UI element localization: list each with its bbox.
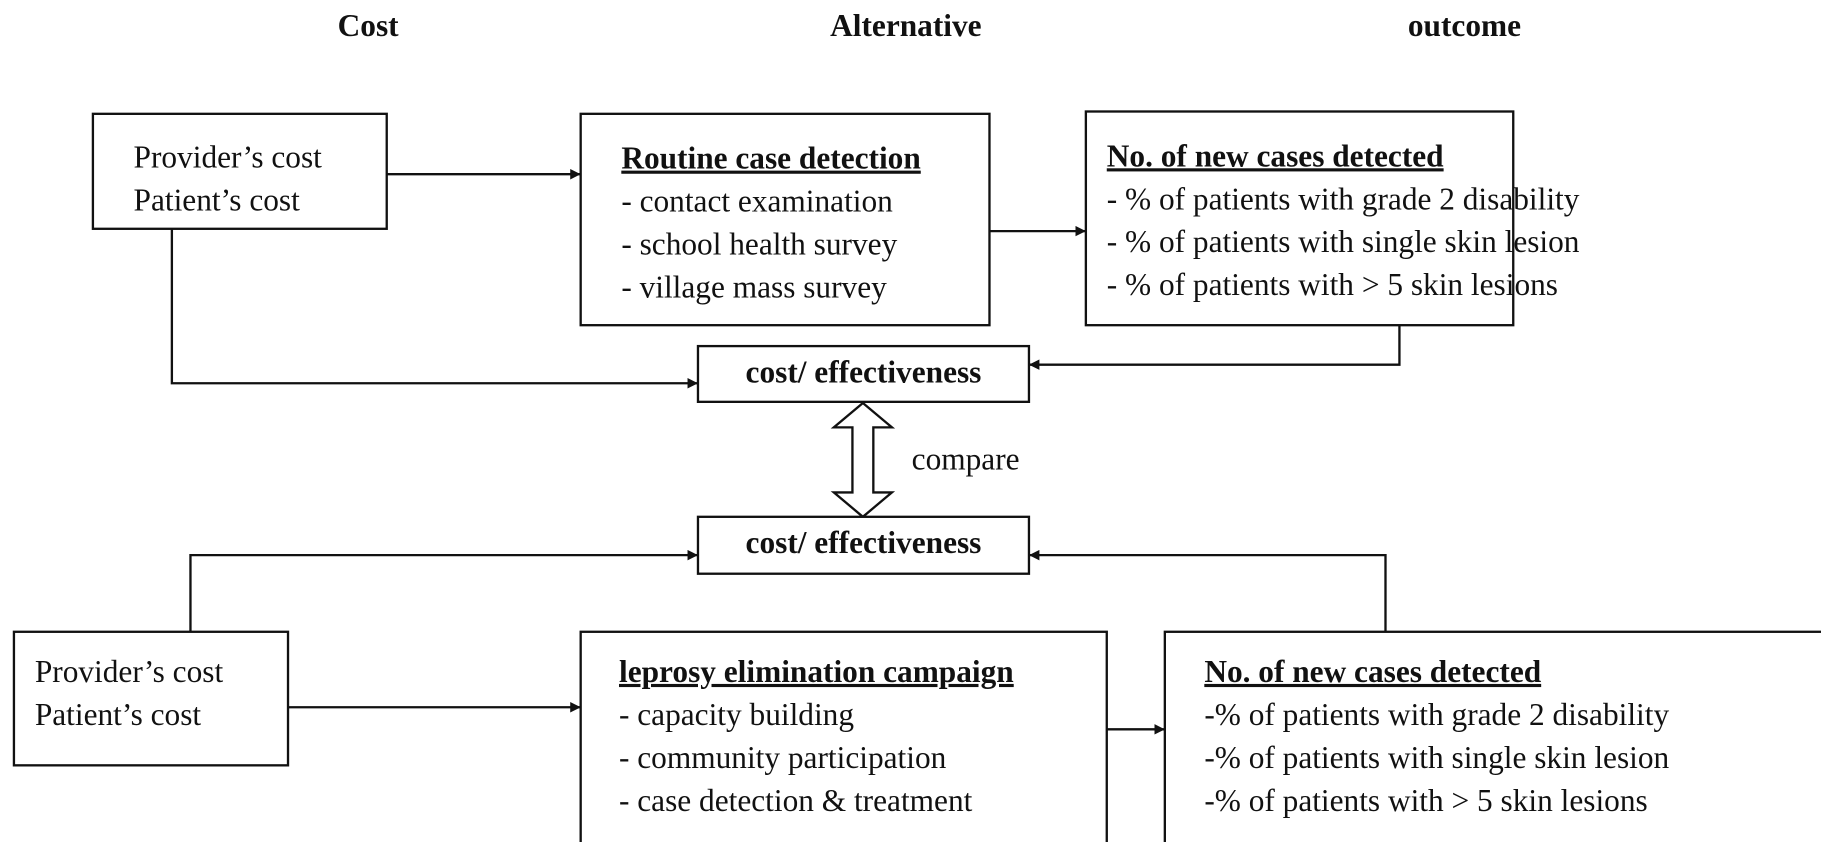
node-line: - case detection & treatment [619, 783, 973, 818]
double-arrow [830, 401, 896, 519]
node-box [696, 344, 1031, 403]
node-line: - capacity building [619, 697, 854, 732]
node-line: Patient’s cost [35, 697, 202, 732]
arrow [1028, 549, 1387, 632]
node-line: -% of patients with single skin lesion [1204, 740, 1669, 775]
arrow [189, 549, 698, 632]
header: Alternative [830, 8, 982, 43]
header: Cost [338, 8, 400, 43]
compare-label: compare [912, 441, 1020, 476]
node-title: leprosy elimination campaign [619, 654, 1014, 689]
node-box [579, 112, 991, 327]
node-title: cost/ effectiveness [746, 354, 982, 389]
node-box [91, 112, 388, 230]
node-box [1084, 110, 1515, 327]
node-line: - community participation [619, 740, 947, 775]
node-line: Provider’s cost [35, 654, 224, 689]
node-line: Provider’s cost [134, 139, 323, 174]
node-line: - % of patients with > 5 skin lesions [1107, 267, 1558, 302]
node-box [1163, 630, 1821, 842]
arrow [1028, 325, 1401, 370]
node-line: - % of patients with single skin lesion [1107, 224, 1580, 259]
node-line: -% of patients with grade 2 disability [1204, 697, 1669, 732]
arrow [170, 228, 698, 389]
nodes: Provider’s cost Patient’s cost Routine cas… [12, 110, 1821, 842]
node-line: Patient’s cost [134, 182, 301, 217]
connectors: compare [170, 168, 1401, 735]
node-line: - village mass survey [621, 270, 887, 305]
headers: Cost Alternative outcome [338, 8, 1521, 43]
node-box [696, 515, 1031, 575]
node-line: - school health survey [621, 227, 897, 262]
node-title: cost/ effectiveness [746, 525, 982, 560]
node-box [579, 630, 1108, 842]
node-line: -% of patients with > 5 skin lesions [1204, 783, 1647, 818]
node-title: No. of new cases detected [1107, 138, 1444, 173]
node-line: - % of patients with grade 2 disability [1107, 181, 1580, 216]
node-title: No. of new cases detected [1204, 654, 1541, 689]
node-box [12, 630, 290, 767]
node-line: - contact examination [621, 184, 893, 219]
node-title: Routine case detection [621, 141, 920, 176]
header: outcome [1408, 8, 1521, 43]
